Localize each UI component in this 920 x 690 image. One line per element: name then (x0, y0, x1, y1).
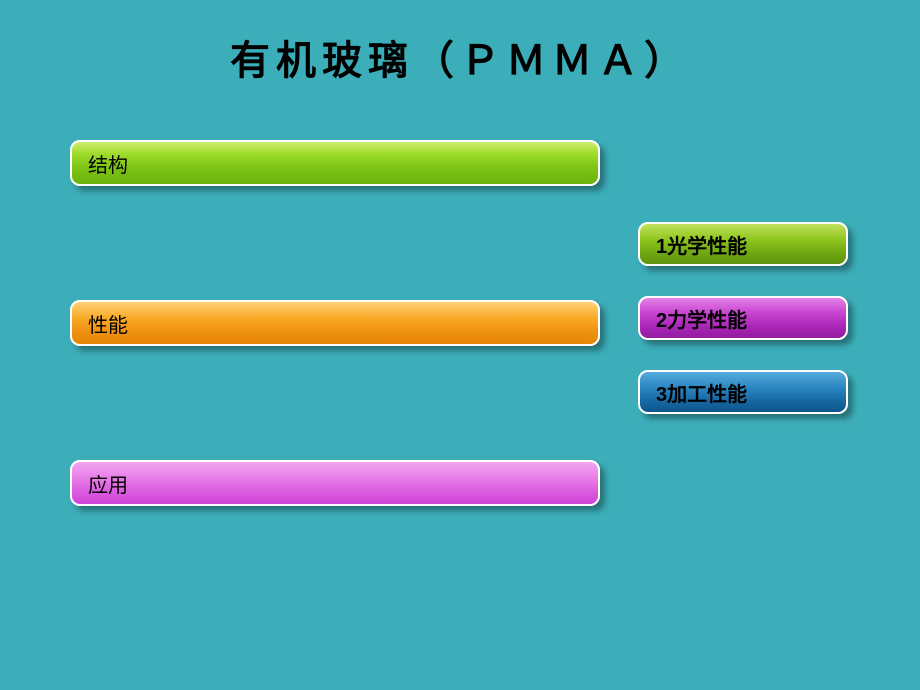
bar-border (70, 140, 600, 186)
sub-bar-processing[interactable]: 3加工性能 (638, 370, 848, 414)
sub-bar-label: 1光学性能 (656, 230, 747, 259)
main-bar-performance[interactable]: 性能 (70, 300, 600, 346)
bar-border (70, 300, 600, 346)
slide-title: 有机玻璃（ＰＭＭＡ） (0, 28, 920, 86)
sub-bar-optical[interactable]: 1光学性能 (638, 222, 848, 266)
main-bar-structure[interactable]: 结构 (70, 140, 600, 186)
main-bar-label: 应用 (88, 469, 128, 498)
sub-bar-label: 2力学性能 (656, 304, 747, 333)
bar-border (70, 460, 600, 506)
main-bar-label: 性能 (88, 309, 128, 338)
main-bar-application[interactable]: 应用 (70, 460, 600, 506)
sub-bar-label: 3加工性能 (656, 378, 747, 407)
sub-bar-mechanical[interactable]: 2力学性能 (638, 296, 848, 340)
main-bar-label: 结构 (88, 149, 128, 178)
